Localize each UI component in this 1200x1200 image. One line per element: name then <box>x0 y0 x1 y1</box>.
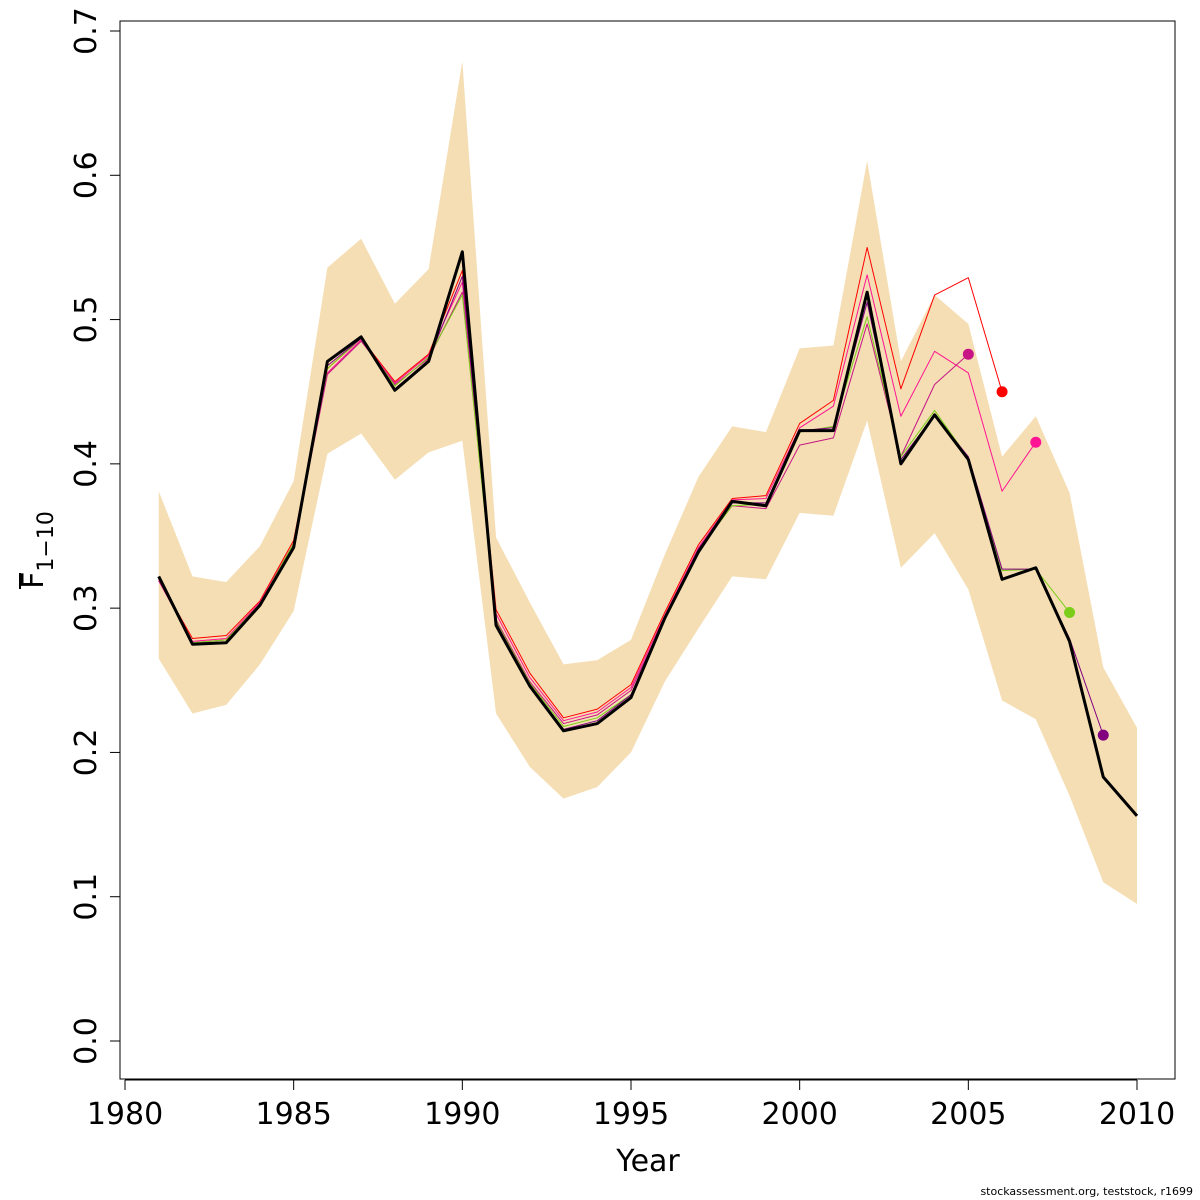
y-tick-label: 0.6 <box>69 151 104 199</box>
confidence-band-layer <box>158 61 1137 904</box>
y-tick-label: 0.4 <box>69 440 104 488</box>
series-endpoint-5 <box>1097 729 1109 741</box>
x-tick-label: 1990 <box>424 1097 500 1132</box>
series-endpoint-1 <box>996 386 1008 398</box>
series-line-6 <box>157 250 1139 817</box>
y-tick-label: 0.7 <box>69 7 104 55</box>
y-tick-label: 0.5 <box>69 296 104 344</box>
y-tick-label: 0.0 <box>69 1017 104 1065</box>
x-tick-label: 2005 <box>930 1097 1006 1132</box>
x-tick-label: 1995 <box>593 1097 669 1132</box>
x-tick-label: 1985 <box>255 1097 331 1132</box>
series-layer <box>157 246 1139 817</box>
x-tick-label: 2000 <box>761 1097 837 1132</box>
y-axis-title: F1−10 <box>16 511 59 589</box>
series-endpoint-2 <box>1030 436 1042 448</box>
endpoint-layer <box>962 348 1109 741</box>
y-axis-title-main: F <box>16 572 51 589</box>
x-axis: 1980 1985 1990 1995 2000 2005 2010 <box>87 1079 1175 1132</box>
footer-credit: stockassessment.org, teststock, r1699 <box>980 1185 1193 1198</box>
x-tick-label: 2010 <box>1099 1097 1175 1132</box>
x-axis-title: Year <box>615 1144 680 1179</box>
series-endpoint-3 <box>962 348 974 360</box>
y-tick-label: 0.1 <box>69 873 104 921</box>
y-tick-label: 0.3 <box>69 584 104 632</box>
confidence-band <box>158 61 1137 904</box>
svg-text:F1−10: F1−10 <box>16 511 59 589</box>
series-endpoint-4 <box>1064 606 1076 618</box>
y-tick-label: 0.2 <box>69 729 104 777</box>
x-tick-label: 1980 <box>87 1097 163 1132</box>
y-axis: 0.0 0.1 0.2 0.3 0.4 0.5 0.6 0.7 <box>69 7 121 1065</box>
y-axis-title-subscript: 1−10 <box>34 511 59 571</box>
